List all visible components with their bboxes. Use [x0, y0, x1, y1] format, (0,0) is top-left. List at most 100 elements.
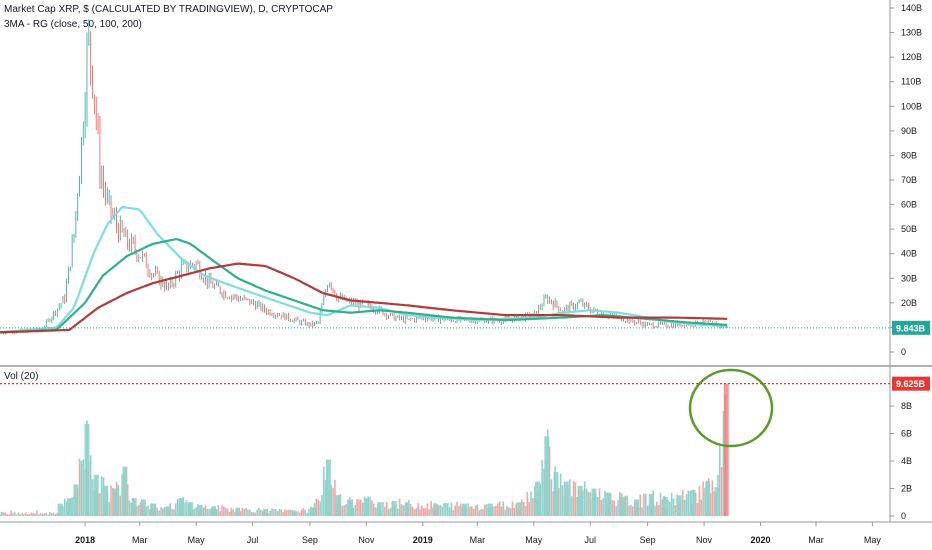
price-tick-label: 30B — [901, 273, 917, 283]
time-tick-label: Mar — [808, 535, 824, 545]
volume-bar — [372, 503, 375, 516]
volume-bar — [548, 446, 551, 516]
volume-bar — [334, 479, 336, 516]
volume-bar — [210, 508, 212, 516]
volume-bar-peak — [235, 507, 241, 516]
volume-bar-peak — [723, 383, 729, 516]
price-tick-label: 50B — [901, 224, 917, 234]
volume-bar — [400, 504, 403, 516]
volume-bar — [450, 502, 453, 516]
volume-bar — [304, 510, 307, 516]
volume-bar — [500, 506, 503, 516]
volume-bar — [206, 509, 209, 516]
volume-bar — [52, 512, 55, 516]
price-tick-label: 90B — [901, 126, 917, 136]
volume-bar — [252, 512, 255, 516]
volume-bar — [432, 507, 434, 516]
volume-bar — [89, 455, 92, 516]
volume-bar — [609, 493, 612, 516]
volume-bar — [718, 445, 721, 516]
volume-bar — [467, 503, 469, 516]
volume-bar — [415, 508, 418, 516]
volume-bar-peak — [211, 506, 217, 516]
volume-bar — [15, 514, 18, 516]
volume-bar — [428, 509, 431, 516]
volume-bar — [39, 513, 42, 516]
volume-bar — [446, 503, 449, 516]
volume-bar — [219, 511, 221, 516]
volume-bar — [356, 499, 358, 516]
volume-bar — [239, 511, 242, 516]
volume-bar — [306, 512, 308, 516]
chart-title: Market Cap XRP, $ (CALCULATED BY TRADING… — [4, 4, 333, 15]
time-tick-label: 2018 — [75, 535, 95, 545]
volume-bar-peak — [690, 489, 696, 516]
volume-bar — [126, 484, 129, 516]
volume-bar — [119, 495, 122, 516]
volume-bar — [347, 499, 349, 516]
volume-bar — [550, 479, 553, 516]
volume-bar-peak — [544, 436, 550, 516]
volume-bar — [493, 506, 495, 516]
volume-bar-peak — [634, 499, 640, 516]
volume-bar — [174, 503, 177, 516]
price-tick-label: 130B — [901, 28, 922, 38]
volume-bar — [6, 514, 9, 516]
volume-bar — [471, 506, 473, 516]
volume-tick-label: 2B — [901, 484, 912, 494]
volume-bar-peak — [325, 459, 331, 516]
volume-bar — [630, 504, 632, 516]
volume-bar — [332, 487, 334, 516]
volume-bar-peak — [648, 494, 654, 516]
volume-bar — [576, 496, 579, 516]
ma-50-line — [0, 205, 728, 334]
volume-bar-peak — [577, 485, 583, 516]
price-tick-label: 100B — [901, 101, 922, 111]
volume-bar — [502, 501, 505, 516]
price-tick-label: 110B — [901, 77, 921, 87]
volume-bar — [78, 458, 81, 516]
volume-bar — [611, 499, 614, 516]
volume-bar — [483, 504, 486, 516]
volume-bar — [644, 493, 647, 516]
volume-bar-peak — [487, 503, 493, 516]
volume-bar — [158, 510, 160, 516]
volume-bar-peak — [363, 498, 369, 516]
volume-bar — [639, 494, 642, 516]
volume-bar-peak — [535, 481, 541, 516]
volume-bar-peak — [102, 485, 108, 516]
volume-bar — [171, 508, 173, 516]
volume-bar — [506, 506, 508, 516]
volume-bar — [358, 499, 360, 516]
volume-bar — [343, 505, 345, 516]
volume-bar — [541, 460, 543, 516]
time-tick-label: Sep — [302, 535, 318, 545]
volume-bar — [354, 504, 357, 516]
volume-bar — [267, 512, 270, 516]
volume-bar-peak — [188, 502, 194, 516]
volume-legend: Vol (20) — [4, 371, 39, 382]
volume-bar — [156, 507, 159, 516]
volume-bar — [162, 508, 164, 516]
volume-bar — [445, 502, 447, 516]
volume-tick-label: 0 — [901, 511, 906, 521]
time-tick-label: Nov — [696, 535, 713, 545]
volume-bar — [176, 498, 179, 516]
volume-bar — [243, 508, 246, 516]
volume-bar — [154, 503, 157, 516]
volume-bar — [56, 512, 59, 516]
volume-bar — [258, 508, 260, 516]
volume-bar — [617, 500, 619, 516]
volume-bar-peak — [605, 492, 611, 516]
time-tick-label: May — [525, 535, 543, 545]
last-volume-label: 9.625B — [896, 379, 926, 389]
volume-bar — [65, 501, 68, 516]
volume-bar — [284, 509, 286, 516]
volume-bar — [720, 466, 723, 516]
volume-bar — [619, 492, 621, 516]
volume-bar-peak — [563, 481, 569, 516]
volume-bar — [62, 506, 64, 516]
volume-bar — [319, 501, 321, 516]
